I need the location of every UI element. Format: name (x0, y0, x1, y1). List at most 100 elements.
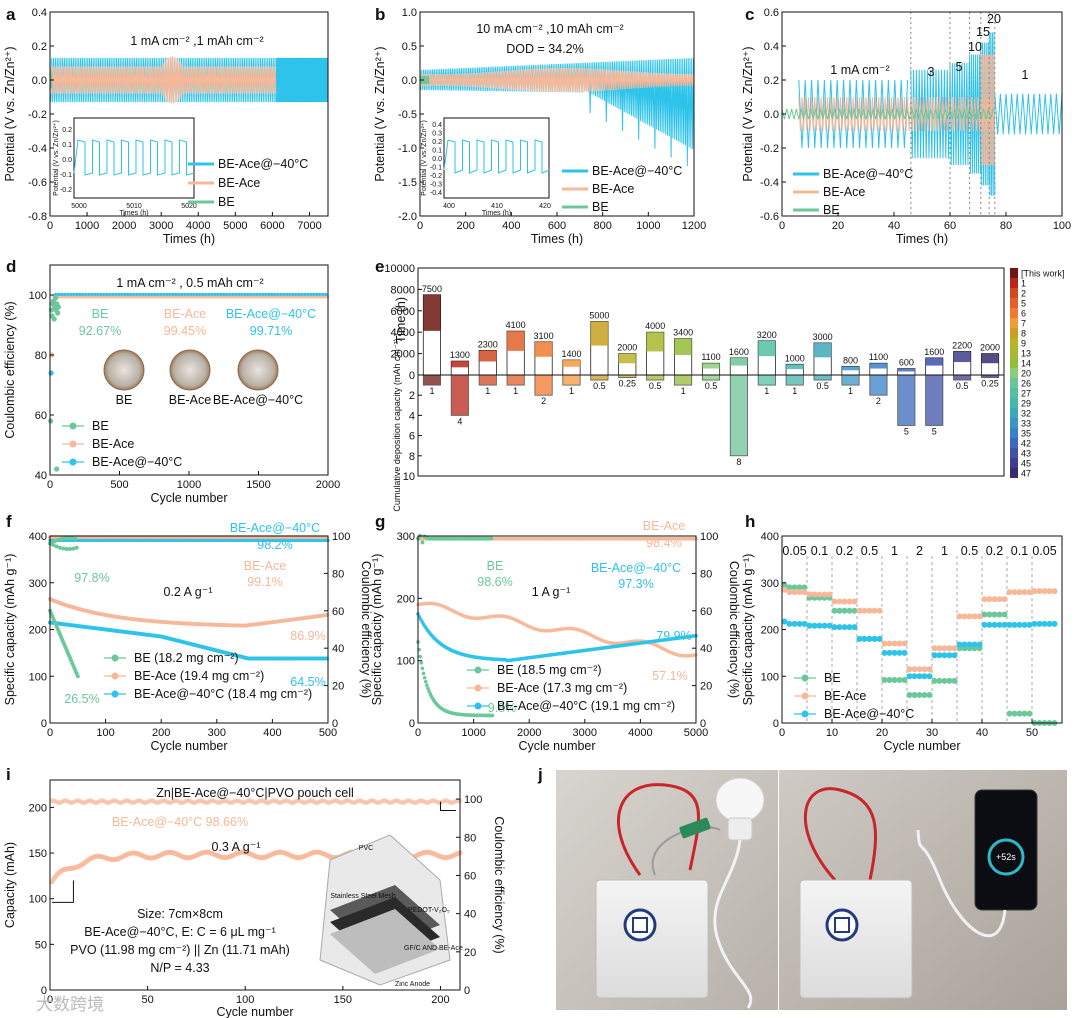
point-d-be-ace-40 (54, 292, 58, 296)
inset-b-ytick-label: 0.3 (432, 131, 442, 138)
legend-c-be-ace-40-label: BE-Ace@−40°C (823, 167, 913, 181)
rate-label-h: 0.1 (811, 544, 828, 558)
point-h-be-ace-40 (906, 673, 913, 680)
point-h-be-ace (1046, 588, 1053, 595)
point-f-be-ace-40-ce (79, 538, 83, 543)
point-f-be-ace-40-ce (268, 538, 272, 543)
axes-c-xtick-label: 20 (832, 220, 844, 232)
bar-e-capacity (925, 374, 944, 426)
bar-e-time-fill (869, 363, 888, 369)
chart-g-cycling-1A: 0 1000 2000 3000 4000 50003002001000100806040… (370, 519, 741, 753)
watermark: 大数跨境 (36, 995, 104, 1015)
legend-c-be-ace-label: BE-Ace (823, 185, 865, 199)
point-f-be-ace-40-ce (248, 538, 252, 543)
axes-f-xtick-label: 300 (208, 727, 226, 739)
axes-d-ytick-label: 40 (35, 470, 47, 482)
point-d-be-ace-40 (171, 292, 175, 296)
point-f-be-ce (59, 536, 64, 541)
point-d-be-ace-40 (279, 292, 283, 296)
axes-c-ytick-label: 0.4 (764, 41, 779, 53)
point-g-be-capacity (420, 666, 425, 671)
point-d-be-ace-40 (204, 292, 208, 296)
point-d-be-ace-40 (249, 292, 253, 296)
point-h-be-ace (991, 596, 998, 603)
inset-b-frame (443, 117, 550, 199)
point-g-be-capacity (426, 686, 430, 691)
point-h-be-ace-40 (796, 620, 803, 627)
point-h-be-ace (1001, 596, 1008, 603)
panel-label-j: j (537, 765, 543, 784)
point-f-be-ace-40-ce (186, 538, 190, 543)
point-h-be-ace (896, 640, 903, 647)
point-f-be-ace-40-ce (92, 538, 97, 543)
point-d-be-ace-40 (312, 292, 316, 296)
point-h-be-ace (966, 613, 973, 620)
point-f-be-ace-40-ce (204, 538, 208, 543)
point-d-be-ace-40 (60, 292, 64, 296)
bar-e-capacity-label: 4 (457, 416, 462, 426)
series-a-be-ace-40-dense (276, 57, 328, 103)
axes-i-ytick-label: 0 (41, 985, 47, 997)
point-f-be-ace-40-ce (250, 538, 254, 543)
axes-e-ytick-label: 0 (409, 370, 415, 382)
point-f-be-ace-40-ce (121, 538, 125, 543)
point-f-be-ace-40-ce (286, 538, 290, 543)
legend-h-be-ace-swatch-dot (801, 692, 809, 700)
legend-e-label: 33 (1021, 419, 1031, 429)
axes-h-ytick-label: 300 (761, 578, 779, 590)
point-d-be-ace-40 (81, 292, 85, 296)
point-f-be-ce (61, 546, 66, 551)
axes-b-ytick-label: -0.5 (398, 109, 417, 121)
bar-e-time-label: 1100 (701, 352, 720, 362)
axes-g-ylabel-right: Coulombic efficiency (%) (727, 561, 741, 698)
point-f-be-ace-40-ce (106, 538, 110, 543)
axes-e-ylabel-bottom: Cumulative deposition capacity (mAh cm⁻²… (392, 338, 402, 511)
axes-b-xtick-label: 1000 (636, 220, 660, 232)
bar-e-time-label: 7500 (422, 284, 442, 294)
point-f-be-ce (74, 545, 79, 550)
point-h-be-ace (901, 640, 908, 647)
point-d-be-ace-40 (156, 292, 160, 296)
legend-d-be-swatch-dot (69, 422, 77, 430)
legend-e-label: 2 (1021, 289, 1026, 299)
bar-e-time-fill (507, 331, 525, 351)
bar-e-time-label: 3100 (534, 331, 554, 341)
point-h-be (781, 582, 788, 589)
point-h-be-ace-40 (1051, 620, 1058, 627)
point-h-be-ace-40 (781, 618, 788, 625)
point-d-be-ace-40 (114, 292, 118, 296)
point-f-be-ce (53, 539, 58, 544)
point-d-be-ace-40 (186, 292, 190, 296)
point-h-be-ace (836, 598, 843, 605)
point-d-be-ace-40 (201, 292, 205, 296)
point-f-be-ace-40-ce (232, 538, 237, 543)
inset-b-ytick-label: -0.2 (430, 173, 442, 180)
bar-e-capacity (674, 374, 693, 386)
inset-a-xlabel: Times (h) (119, 210, 148, 217)
axes-f-ytick-label: 300 (29, 578, 47, 590)
axes-f-ytick-label: 0 (41, 718, 47, 730)
point-f-be-ce (63, 536, 68, 541)
point-h-be (1021, 710, 1028, 717)
point-g-be-capacity (418, 654, 423, 659)
axes-c-ytick-label: 0.2 (764, 75, 779, 87)
bar-e-capacity (813, 374, 832, 381)
point-h-be (801, 584, 808, 591)
point-h-be-ace-40 (1046, 620, 1053, 627)
bar-e-capacity-label: 1 (429, 386, 434, 396)
inset-a-xtick-label: 5000 (71, 203, 87, 210)
point-d-be-ace-40 (282, 292, 286, 296)
rate-label-h: 1 (891, 544, 898, 558)
pouch-note: BE-Ace@−40°C, E: C = 6 μL mg⁻¹ (84, 925, 276, 939)
point-d-be-ace-40 (84, 292, 88, 296)
bar-e-time-fill (897, 368, 915, 372)
axes-b-xtick-label: 1200 (682, 220, 706, 232)
point-d-be-ace-40 (285, 292, 289, 296)
axes-a-ytick-label: -0.8 (28, 211, 47, 223)
point-d-be-ace-40 (318, 292, 322, 296)
axes-g-ytick-label: 100 (397, 656, 415, 668)
point-f-be-ace-40-ce (99, 538, 103, 543)
axes-e-ytick-label: 2000 (391, 349, 415, 361)
inset-b-ytick-label: -0.4 (430, 190, 442, 197)
